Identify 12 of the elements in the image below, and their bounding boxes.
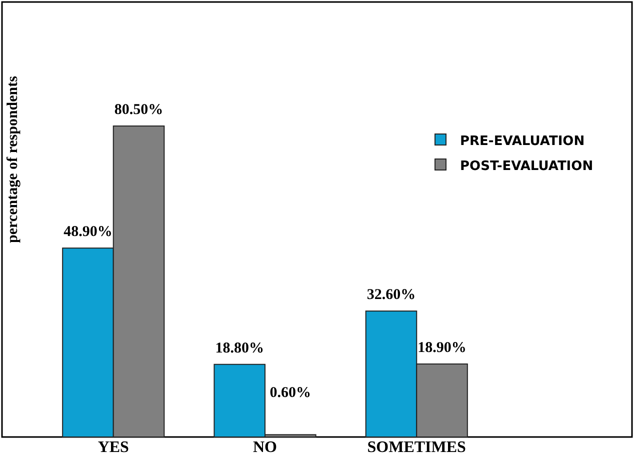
x-tick-label: SOMETIMES: [367, 439, 466, 456]
data-label: 80.50%: [114, 102, 164, 118]
legend-label: POST-EVALUATION: [460, 159, 594, 174]
y-axis-title: percentage of respondents: [5, 76, 21, 243]
x-tick-label: YES: [98, 439, 130, 456]
legend-label: PRE-EVALUATION: [460, 134, 585, 149]
x-tick-label: NO: [253, 439, 277, 456]
data-label: 48.90%: [64, 224, 112, 240]
data-label: 0.60%: [270, 385, 312, 401]
data-label: 32.60%: [366, 287, 416, 304]
data-label: 18.90%: [418, 340, 466, 356]
data-label: 18.80%: [215, 340, 264, 356]
